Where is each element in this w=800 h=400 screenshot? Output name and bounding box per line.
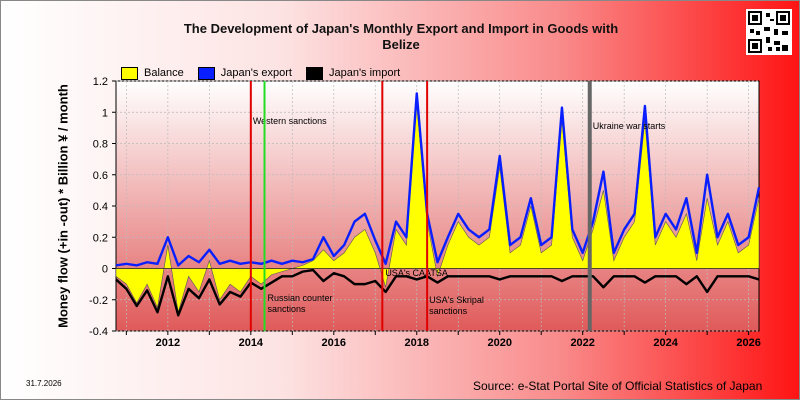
x-tick-label: 2022: [570, 337, 594, 349]
legend-label-import: Japan's import: [328, 67, 401, 79]
chart-title: The Development of Japan's Monthly Expor…: [183, 21, 619, 52]
event-label: sanctions: [268, 304, 307, 314]
qr-code-icon: [746, 9, 792, 55]
chart-legend: Balance Japan's export Japan's import: [121, 65, 414, 81]
y-tick-label: 0.2: [93, 232, 108, 244]
event-label: Western sanctions: [253, 116, 327, 126]
legend-label-balance: Balance: [144, 67, 184, 79]
event-label: Ukraine war starts: [593, 121, 666, 131]
event-label: Russian counter: [268, 293, 333, 303]
series-balance-area: [115, 104, 760, 313]
date-stamp: 31.7.2026: [26, 379, 62, 388]
y-tick-label: 0.4: [93, 201, 108, 213]
legend-swatch-export: [197, 66, 215, 80]
y-tick-label: 1: [102, 107, 108, 119]
legend-item-export: Japan's export: [197, 65, 292, 81]
x-tick-label: 2018: [405, 337, 429, 349]
x-tick-label: 2016: [322, 337, 346, 349]
x-tick-label: 2020: [487, 337, 511, 349]
y-tick-label: 0.6: [93, 170, 108, 182]
event-label: USA's Skripal: [429, 295, 484, 305]
y-tick-label: 1.2: [93, 76, 108, 88]
y-tick-label: 0: [102, 264, 108, 276]
x-tick-label: 2024: [653, 337, 678, 349]
series-export-line: [115, 92, 761, 267]
y-tick-label: 0.8: [93, 139, 108, 151]
y-tick-label: -0.2: [89, 295, 108, 307]
legend-item-import: Japan's import: [305, 65, 401, 81]
legend-swatch-import: [305, 66, 323, 80]
x-tick-label: 2012: [156, 337, 180, 349]
event-label: sanctions: [429, 306, 468, 316]
x-tick-label: 2026: [736, 337, 760, 349]
y-tick-label: -0.4: [89, 326, 108, 338]
series-import-line: [115, 268, 760, 317]
event-label: USA's CAATSA: [385, 268, 448, 278]
legend-item-balance: Balance: [121, 65, 184, 81]
legend-swatch-balance: [121, 66, 138, 80]
source-note: Source: e-Stat Portal Site of Official S…: [473, 379, 763, 393]
legend-label-export: Japan's export: [220, 67, 292, 79]
x-tick-label: 2014: [239, 337, 264, 349]
